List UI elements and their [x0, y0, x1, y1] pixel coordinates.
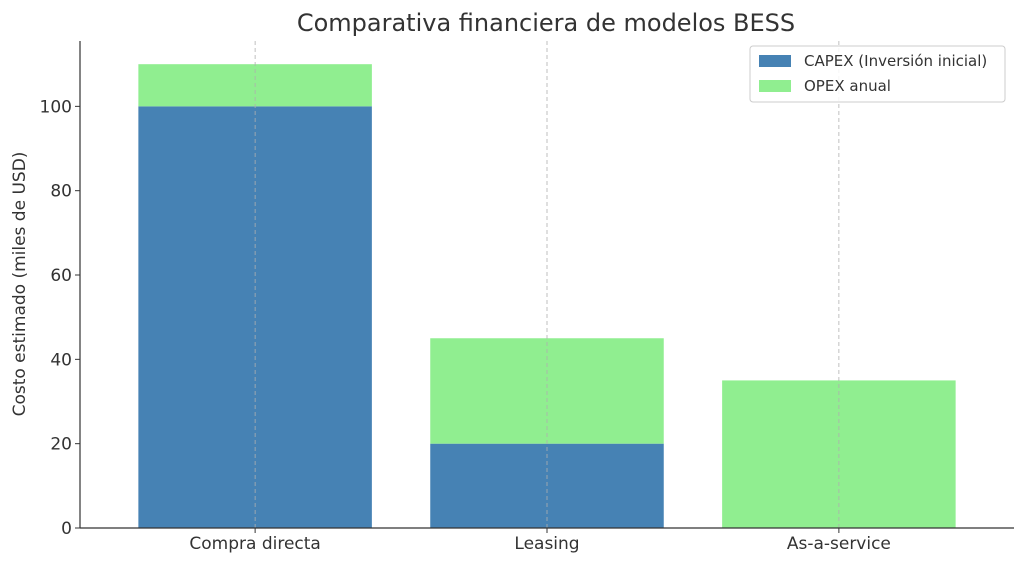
x-tick-label: Compra directa	[189, 534, 320, 554]
x-tick-label: Leasing	[514, 534, 579, 554]
legend-swatch-opex	[759, 80, 791, 92]
y-tick-label: 60	[50, 266, 72, 286]
y-axis-label: Costo estimado (miles de USD)	[10, 152, 30, 417]
y-tick-label: 100	[40, 97, 72, 117]
legend-label-opex: OPEX anual	[804, 77, 891, 95]
axes: 0 20 40 60 80 100 Compra directa Leasing As-a-se…	[40, 41, 1014, 554]
y-tick-label: 0	[61, 519, 72, 539]
y-tick-label: 20	[50, 435, 72, 455]
legend: CAPEX (Inversión inicial) OPEX anual	[749, 45, 1006, 103]
legend-box	[749, 45, 1006, 103]
legend-label-capex: CAPEX (Inversión inicial)	[804, 52, 987, 70]
legend-swatch-capex	[759, 55, 791, 67]
x-tick-label: As-a-service	[787, 534, 891, 554]
y-tick-label: 80	[50, 182, 72, 202]
chart-title: Comparativa financiera de modelos BESS	[297, 9, 795, 37]
y-tick-label: 40	[50, 350, 72, 370]
